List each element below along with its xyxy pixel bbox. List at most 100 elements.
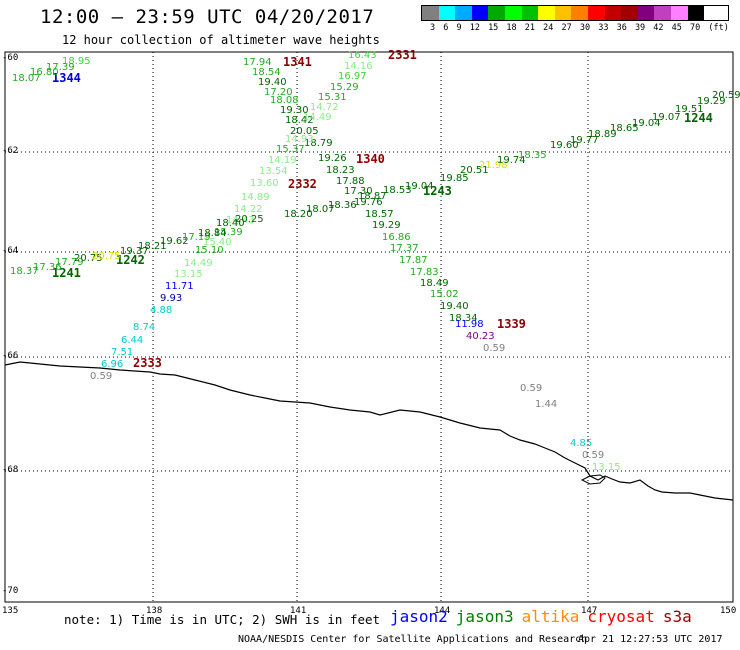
swh-value: 18.40	[216, 218, 245, 229]
swh-value: 0.59	[520, 383, 542, 394]
x-label-138: 138	[146, 606, 163, 616]
satellite-jason2: jason2	[390, 607, 448, 626]
y-label-66: -66	[2, 351, 19, 361]
legend-swatch	[538, 6, 555, 20]
swh-value: 19.77	[570, 135, 599, 146]
swh-value: 14.16	[344, 61, 373, 72]
satellite-s3a: s3a	[662, 607, 692, 626]
swh-value: 6.44	[121, 335, 143, 346]
legend-tick-label: 33	[598, 23, 609, 33]
legend-tick-label: 12	[469, 23, 480, 33]
swh-value: 16.86	[382, 232, 411, 243]
swh-value: 17.20	[264, 87, 293, 98]
footer-note: note: 1) Time is in UTC; 2) SWH is in fe…	[64, 612, 381, 627]
swh-value: 0.59	[483, 343, 505, 354]
coastline	[4, 361, 734, 501]
legend-tick-label: 9	[456, 23, 462, 33]
legend-swatch	[471, 6, 489, 20]
legend-tick-label: 36	[616, 23, 627, 33]
swh-value: 20.51	[460, 165, 489, 176]
graticule	[5, 52, 733, 602]
x-label-150: 150	[720, 606, 737, 616]
y-label-70: -70	[2, 586, 19, 596]
swh-value: 19.29	[372, 220, 401, 231]
swh-value: 20.59	[712, 90, 740, 101]
pass-number: 1344	[52, 71, 81, 85]
swh-value: 19.76	[354, 197, 383, 208]
map-subtitle: 12 hour collection of altimeter wave hei…	[62, 33, 380, 47]
legend-swatch	[670, 6, 688, 20]
color-scale-legend: 3 6 9 12 15 18 21 24 27 30 33 36 39 42 45 70 (ft)	[421, 5, 729, 33]
legend-swatch	[654, 6, 671, 20]
swh-value: 17.37	[390, 243, 419, 254]
x-label-144: 144	[434, 606, 451, 616]
swh-value: 18.34	[449, 313, 478, 324]
swh-value: 11.98	[455, 319, 484, 330]
swh-value: 40.23	[466, 331, 495, 342]
swh-value: 6.96	[101, 359, 123, 370]
legend-tick-label: 39	[634, 23, 646, 33]
swh-value: 19.26	[318, 153, 347, 164]
pass-number: 1242	[116, 253, 145, 267]
pass-number: 2332	[288, 177, 317, 191]
legend-ticks: 3 6 9 12 15 18 21 24 27 30 33 36 39 42 45 70 (ft)	[421, 23, 729, 33]
swh-value: 18.42	[285, 115, 314, 126]
swh-value: 18.54	[252, 67, 281, 78]
pass-number: 2333	[133, 356, 162, 370]
y-label-68: -68	[2, 465, 19, 475]
swh-value: 18.35	[518, 150, 547, 161]
swh-value: 19.07	[652, 112, 681, 123]
legend-tick-label: (ft)	[708, 23, 729, 33]
swh-value: 18.87	[358, 191, 387, 202]
legend-tick-label: 3	[430, 23, 436, 33]
swh-value: 16.97	[338, 71, 367, 82]
legend-swatches	[421, 5, 729, 21]
legend-swatch	[488, 6, 505, 20]
swh-value: 18.21	[138, 241, 167, 252]
swh-value: 18.20	[284, 209, 313, 220]
swh-value: 20.75	[92, 251, 121, 262]
swh-value: 15.39	[214, 227, 243, 238]
swh-value: 14.89	[241, 192, 270, 203]
legend-tick-label: 18	[506, 23, 517, 33]
swh-value: 18.36	[328, 200, 357, 211]
swh-value: 14.19	[268, 155, 297, 166]
map-title: 12:00 — 23:59 UTC 04/20/2017	[40, 6, 375, 28]
swh-value: 17.87	[399, 255, 428, 266]
swh-value: 20.25	[235, 214, 264, 225]
swh-value: 19.74	[497, 155, 526, 166]
swh-value: 18.07	[306, 204, 335, 215]
swh-value: 19.40	[440, 301, 469, 312]
pass-number: 1340	[356, 152, 385, 166]
swh-value: 18.37	[10, 266, 39, 277]
pass-number: 1339	[497, 317, 526, 331]
swh-value: 14.93	[285, 134, 314, 145]
swh-value: 19.04	[405, 181, 434, 192]
x-label-141: 141	[290, 606, 307, 616]
swh-value: 19.51	[675, 104, 704, 115]
swh-value: 18.07	[12, 73, 41, 84]
island-outline	[580, 474, 606, 485]
swh-value: 17.36	[33, 262, 62, 273]
legend-swatch	[504, 6, 522, 20]
swh-value: 16.43	[348, 50, 377, 61]
swh-value: 17.79	[55, 257, 84, 268]
legend-swatch	[637, 6, 655, 20]
swh-value: 0.59	[90, 371, 112, 382]
swh-value: 17.19	[182, 232, 211, 243]
swh-value: 19.04	[632, 118, 661, 129]
swh-value: 18.57	[365, 209, 394, 220]
swh-value: 17.39	[46, 62, 75, 73]
swh-measurements: 18.9517.3916.8018.0717.9418.5419.4017.20…	[10, 50, 740, 473]
swh-value: 19.40	[258, 77, 287, 88]
legend-tick-label: 70	[690, 23, 701, 33]
satellite-jason3: jason3	[455, 607, 514, 626]
satellite-altika: altika	[521, 607, 580, 626]
swh-value: 13.15	[174, 269, 203, 280]
swh-value: 20.05	[290, 126, 319, 137]
swh-value: 17.83	[410, 267, 439, 278]
swh-value: 8.74	[133, 322, 155, 333]
pass-number: 1243	[423, 184, 452, 198]
swh-value: 0.59	[582, 450, 604, 461]
